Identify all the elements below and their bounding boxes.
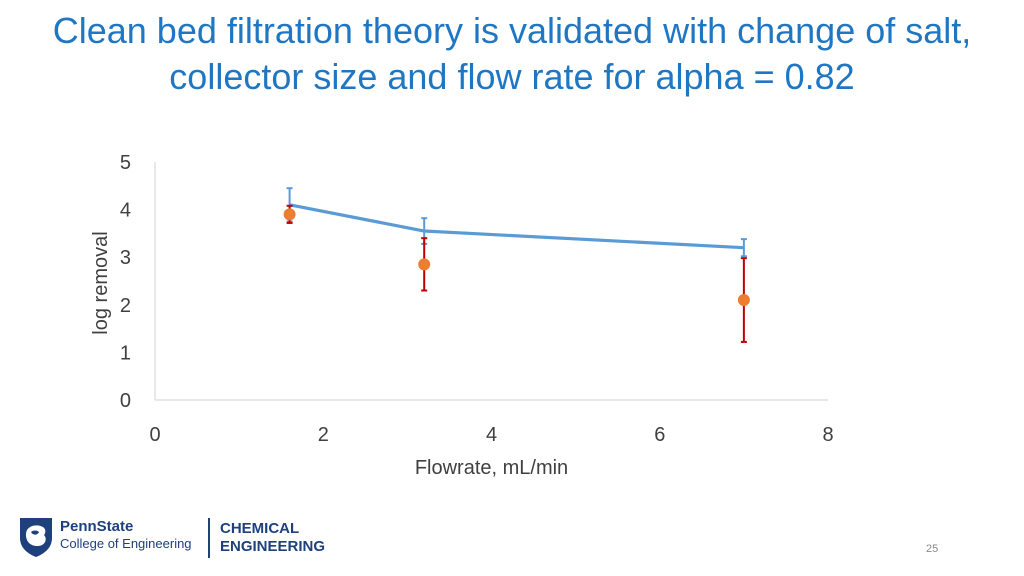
department-name: CHEMICAL ENGINEERING [220,520,325,556]
university-name: PennState [60,518,134,535]
series-theory [286,187,747,258]
slide-title-line-1: Clean bed filtration theory is validated… [52,10,972,51]
series-experiment [283,204,750,343]
chart-axes [154,162,828,401]
nittany-lion-shield-icon [20,518,52,557]
series-line [289,203,744,250]
y-tick-label: 2 [120,295,131,317]
x-tick-label: 6 [654,424,665,446]
x-axis-label: Flowrate, mL/min [415,457,568,479]
data-point [283,208,296,221]
x-tick-label: 4 [486,424,497,446]
y-tick-label: 3 [120,247,131,269]
slide-title-line-2: collector size and flow rate for alpha =… [169,56,855,97]
slide-title: Clean bed filtration theory is validated… [0,8,1024,100]
x-tick-label: 2 [318,424,329,446]
x-tick-labels: 0 2 4 6 8 [149,424,833,446]
department-line-1: CHEMICAL [220,520,300,537]
data-point [418,258,431,271]
chart-series [283,187,750,343]
y-tick-label: 0 [120,390,131,412]
department-line-2: ENGINEERING [220,538,326,555]
y-tick-label: 4 [120,200,131,222]
y-tick-labels: 0 1 2 3 4 5 [120,152,131,412]
x-tick-label: 0 [149,424,160,446]
y-tick-label: 1 [120,342,131,364]
college-name: College of Engineering [60,536,192,551]
footer-divider [208,518,210,558]
error-bar [740,238,747,258]
data-point [737,294,750,307]
y-tick-label: 5 [120,152,131,174]
x-tick-label: 8 [822,424,833,446]
page-number: 25 [926,543,939,555]
y-axis-label: log removal [90,231,112,334]
